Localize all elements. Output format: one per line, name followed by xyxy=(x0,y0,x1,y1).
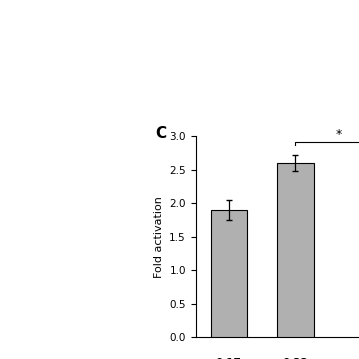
Bar xyxy=(277,163,314,337)
Text: 0.17: 0.17 xyxy=(216,358,242,359)
Text: C: C xyxy=(155,126,167,141)
Text: *: * xyxy=(335,128,342,141)
Text: 0.33: 0.33 xyxy=(283,358,308,359)
Bar xyxy=(211,210,247,337)
Y-axis label: Fold activation: Fold activation xyxy=(154,196,164,278)
